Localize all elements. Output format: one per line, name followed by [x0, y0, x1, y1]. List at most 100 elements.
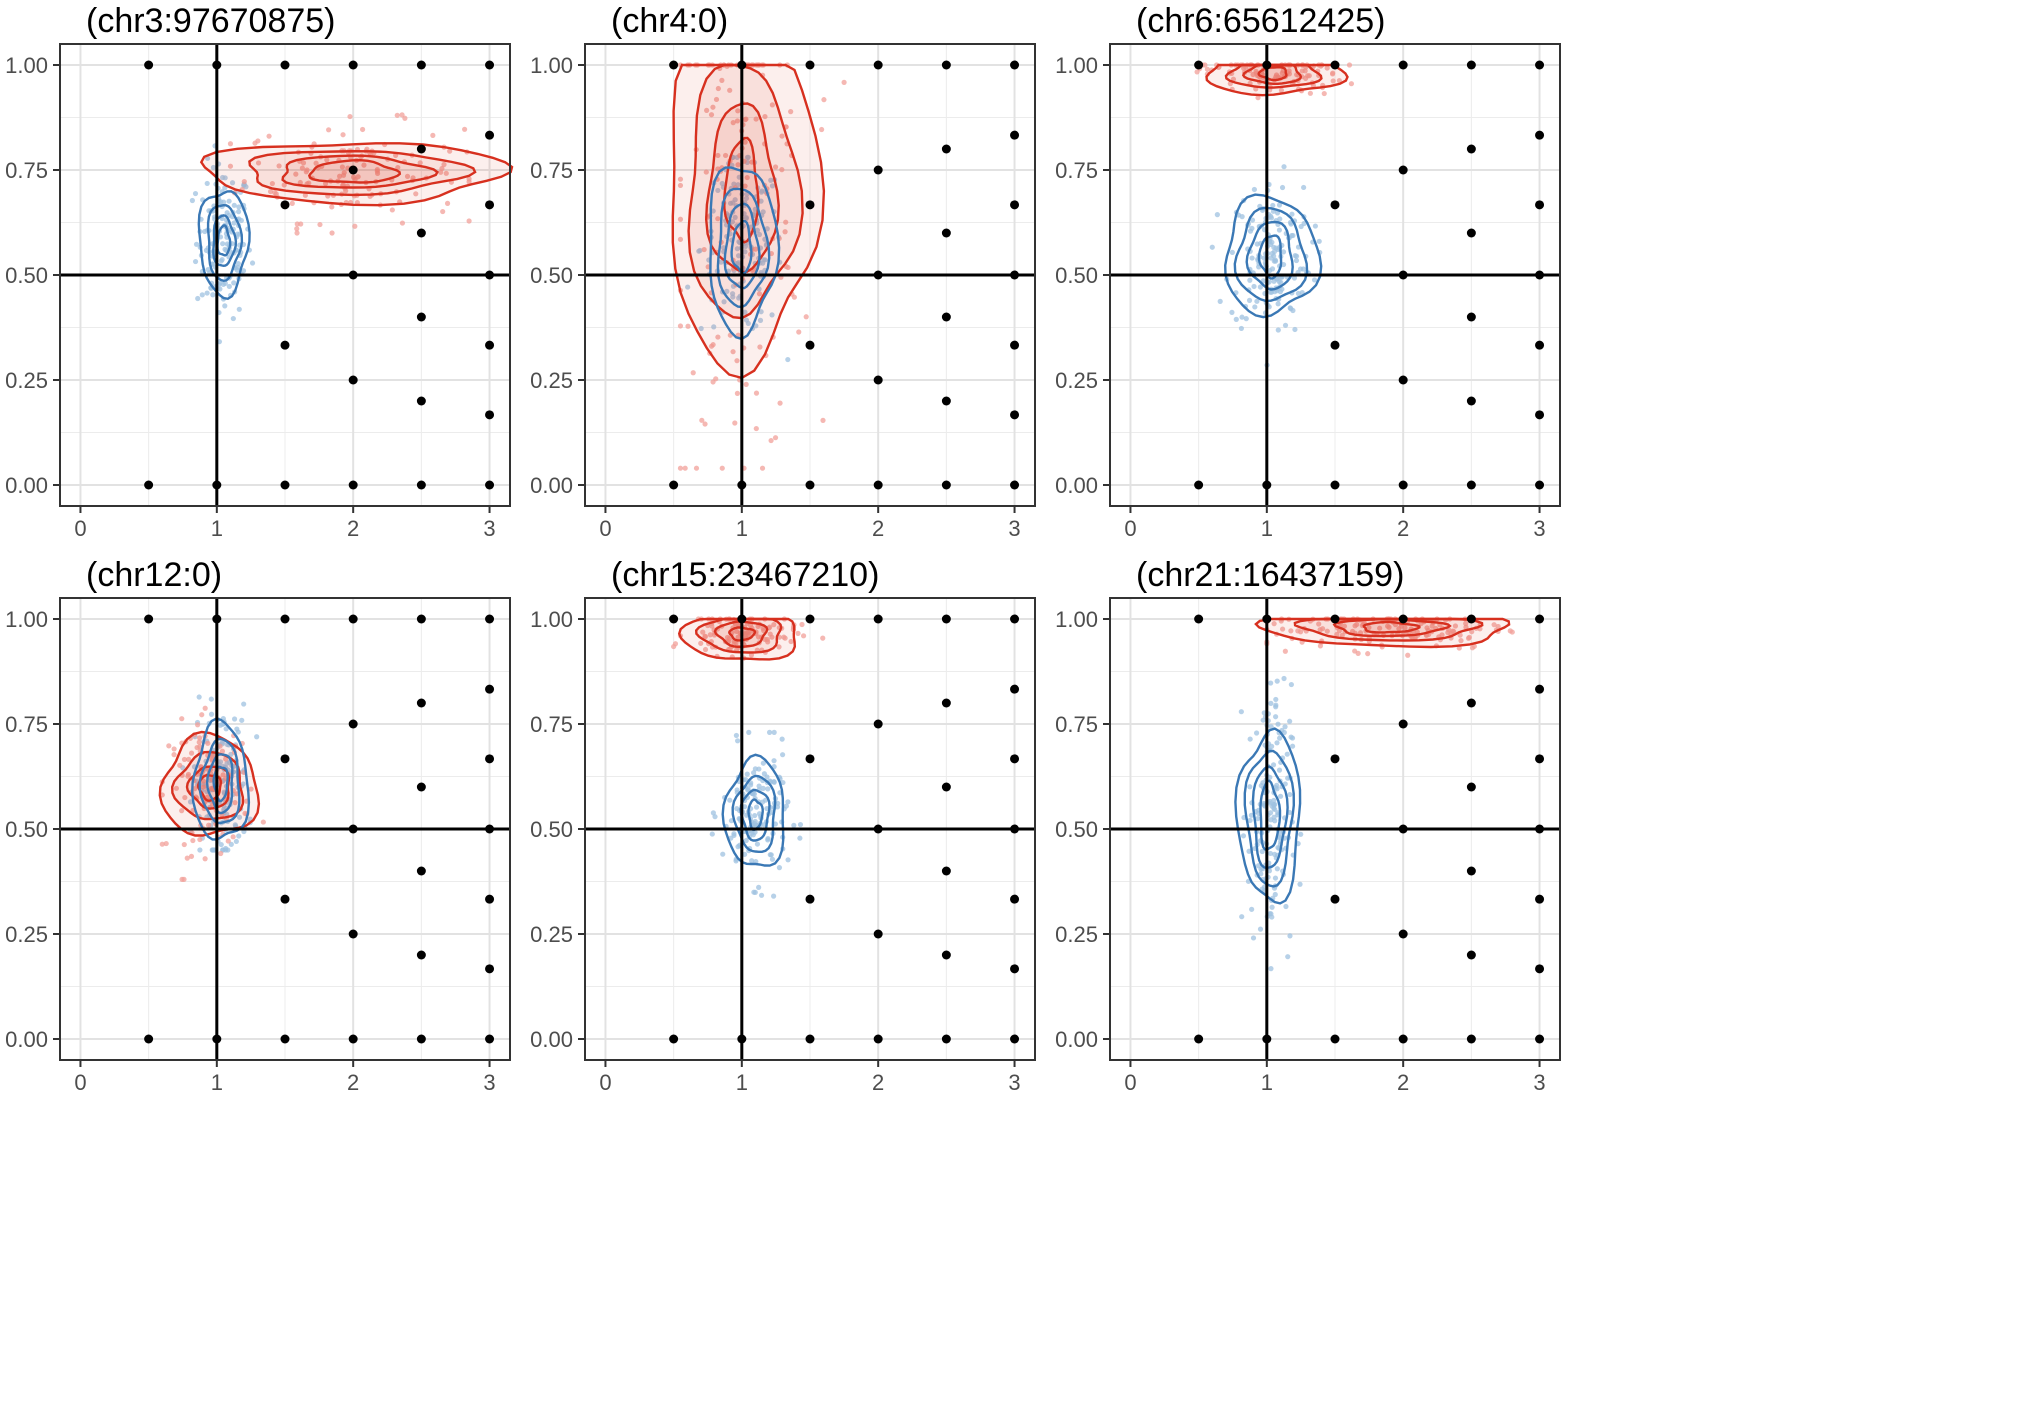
blue-sample-point	[1289, 211, 1295, 217]
reference-point	[144, 60, 154, 70]
x-tick-label: 2	[1397, 516, 1409, 541]
reference-point	[348, 375, 358, 385]
blue-sample-point	[1268, 255, 1274, 261]
blue-sample-point	[1290, 232, 1296, 239]
red-sample-point	[202, 856, 208, 862]
red-sample-point	[260, 819, 266, 825]
blue-sample-point	[231, 202, 237, 208]
blue-sample-point	[719, 180, 725, 187]
red-sample-point	[267, 188, 274, 195]
red-sample-point	[173, 785, 180, 791]
reference-point	[1330, 200, 1340, 210]
reference-point	[1535, 480, 1545, 490]
red-sample-point	[355, 174, 361, 180]
blue-sample-point	[187, 799, 194, 805]
x-tick-label: 2	[1397, 1070, 1409, 1095]
blue-sample-point	[226, 283, 232, 290]
reference-point	[1398, 270, 1408, 280]
blue-sample-point	[236, 814, 243, 820]
red-sample-point	[1253, 68, 1259, 74]
blue-sample-point	[762, 257, 768, 263]
y-tick-label: 1.00	[5, 53, 48, 78]
red-sample-point	[803, 314, 809, 320]
red-sample-point	[439, 165, 445, 172]
reference-point	[212, 480, 222, 490]
red-sample-point	[375, 170, 381, 177]
red-sample-point	[297, 179, 303, 186]
blue-sample-point	[1287, 791, 1293, 798]
blue-sample-point	[224, 210, 230, 216]
red-sample-point	[298, 221, 304, 227]
blue-sample-point	[1253, 730, 1260, 736]
blue-sample-point	[1260, 278, 1266, 284]
y-tick-label: 0.50	[530, 263, 573, 288]
blue-sample-point	[205, 266, 211, 273]
blue-sample-point	[222, 303, 228, 309]
red-sample-point	[324, 157, 330, 163]
reference-point	[1466, 866, 1476, 876]
red-sample-point	[313, 160, 319, 166]
red-sample-point	[719, 77, 725, 83]
red-sample-point	[299, 165, 305, 171]
reference-point	[1194, 1034, 1204, 1044]
red-sample-point	[743, 381, 749, 387]
blue-sample-point	[1233, 316, 1239, 322]
red-sample-point	[1348, 81, 1355, 87]
reference-point	[1466, 144, 1476, 154]
reference-point	[737, 480, 747, 490]
reference-point	[1262, 1034, 1272, 1044]
blue-sample-point	[724, 288, 730, 294]
red-sample-point	[230, 834, 236, 840]
reference-point	[485, 340, 495, 350]
blue-sample-point	[698, 325, 704, 332]
blue-sample-point	[721, 299, 727, 305]
blue-sample-point	[1316, 238, 1322, 244]
blue-sample-point	[1277, 735, 1283, 741]
red-sample-point	[255, 160, 262, 166]
red-sample-point	[701, 246, 707, 253]
blue-sample-point	[223, 726, 229, 732]
y-tick-label: 1.00	[1055, 607, 1098, 632]
x-tick-label: 0	[74, 516, 86, 541]
blue-sample-point	[1214, 212, 1220, 218]
blue-sample-point	[1250, 935, 1257, 941]
reference-point	[1010, 60, 1020, 70]
reference-point	[873, 270, 883, 280]
y-tick-label: 0.25	[530, 368, 573, 393]
blue-sample-point	[685, 284, 691, 290]
blue-sample-point	[1260, 717, 1266, 723]
y-tick-label: 1.00	[1055, 53, 1098, 78]
red-sample-point	[217, 743, 223, 749]
blue-sample-point	[1276, 767, 1283, 773]
blue-sample-point	[1273, 702, 1279, 708]
blue-sample-point	[1254, 298, 1260, 304]
red-sample-point	[1336, 77, 1342, 84]
red-sample-point	[1324, 65, 1330, 71]
blue-sample-point	[735, 253, 742, 259]
reference-point	[280, 200, 290, 210]
red-sample-point	[242, 810, 248, 816]
blue-sample-point	[1257, 284, 1263, 290]
red-sample-point	[232, 800, 238, 806]
reference-point	[1535, 340, 1545, 350]
reference-point	[873, 60, 883, 70]
red-sample-point	[402, 115, 408, 121]
red-sample-point	[266, 133, 272, 139]
reference-point	[1535, 130, 1545, 140]
blue-sample-point	[229, 180, 236, 186]
red-sample-point	[710, 342, 716, 348]
red-sample-point	[389, 207, 395, 213]
reference-point	[1194, 614, 1204, 624]
red-sample-point	[722, 152, 729, 159]
blue-sample-point	[1277, 216, 1283, 222]
blue-sample-point	[234, 267, 240, 273]
red-sample-point	[294, 230, 300, 236]
blue-sample-point	[1269, 250, 1275, 256]
reference-point	[1398, 929, 1408, 939]
red-sample-point	[352, 223, 358, 229]
red-sample-point	[677, 236, 684, 242]
blue-sample-point	[1271, 258, 1277, 264]
blue-sample-point	[1257, 926, 1264, 932]
red-sample-point	[466, 176, 472, 182]
red-sample-point	[329, 204, 335, 210]
